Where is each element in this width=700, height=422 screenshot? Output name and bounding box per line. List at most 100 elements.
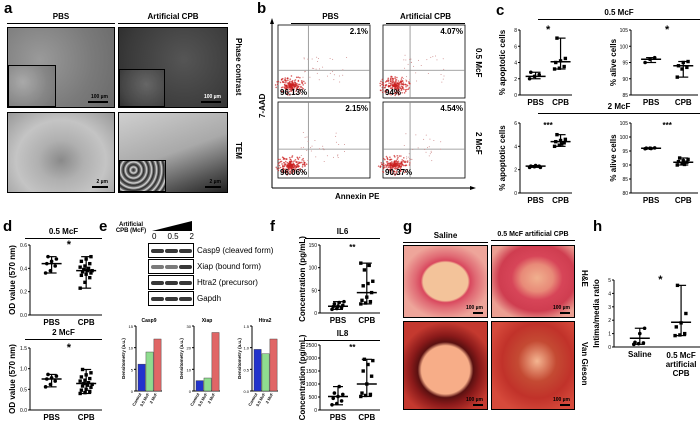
y-axis-label: Densitometry (a.u.) — [237, 338, 242, 379]
event-dot — [291, 155, 294, 157]
event-dot — [400, 83, 402, 86]
event-dot — [387, 162, 389, 165]
data-point — [557, 66, 562, 70]
data-point — [85, 268, 90, 273]
blot-label: Xiap (bound form) — [197, 262, 262, 271]
event-dot — [395, 165, 398, 167]
event-dot — [389, 164, 392, 167]
event-dot — [290, 166, 292, 169]
event-dot — [395, 162, 398, 165]
data-point — [675, 283, 680, 288]
event-dot — [404, 89, 407, 91]
event-dot — [402, 170, 405, 172]
data-point — [633, 340, 637, 345]
event-dot — [291, 86, 293, 89]
y-tick-label: 1.5 — [20, 346, 27, 352]
event-dot — [394, 168, 397, 170]
event-dot — [400, 161, 403, 163]
event-dot — [383, 167, 385, 169]
event-dot — [395, 171, 398, 174]
y-axis-label: % alive cells — [609, 38, 618, 86]
event-dot — [381, 81, 384, 84]
event-dot — [390, 171, 392, 173]
data-point — [46, 372, 50, 377]
data-point — [78, 265, 82, 269]
event-dot — [295, 76, 298, 79]
lower-left-percent: 96.06% — [280, 168, 307, 177]
event-dot — [401, 76, 403, 79]
x-tick-label: Control — [247, 392, 258, 407]
y-tick-label: 0.6 — [20, 243, 27, 249]
data-point — [88, 389, 92, 394]
data-point — [89, 385, 93, 389]
event-dot — [409, 78, 411, 80]
data-point — [78, 286, 82, 290]
event-dot — [407, 63, 409, 65]
event-dot — [304, 71, 306, 73]
event-dot — [317, 58, 319, 60]
data-point — [84, 257, 88, 261]
event-dot — [396, 170, 398, 173]
event-dot — [323, 160, 325, 162]
event-dot — [285, 88, 288, 91]
arrow-head — [470, 186, 476, 190]
event-dot — [282, 86, 284, 88]
event-dot — [342, 74, 344, 76]
event-dot — [302, 170, 304, 173]
event-dot — [403, 164, 405, 167]
event-dot — [289, 86, 292, 88]
y-tick-label: 2 — [514, 168, 517, 174]
blot-band — [165, 249, 178, 253]
event-dot — [443, 75, 445, 77]
event-dot — [398, 85, 400, 88]
plot-frame — [277, 101, 371, 179]
event-dot — [283, 162, 286, 164]
event-dot — [384, 91, 387, 94]
y-tick-label: 95 — [622, 149, 628, 155]
event-dot — [404, 54, 406, 56]
event-dot — [391, 87, 393, 90]
data-point — [676, 159, 681, 164]
panel-label-c: c — [496, 2, 505, 19]
event-dot — [290, 169, 293, 171]
data-point — [89, 371, 93, 375]
bar-control — [253, 349, 262, 392]
y-tick-label: 1500 — [306, 369, 317, 375]
event-dot — [387, 77, 390, 80]
event-dot — [408, 81, 410, 83]
y-tick-label: 95 — [622, 61, 628, 67]
event-dot — [432, 56, 434, 58]
data-point — [369, 374, 374, 378]
data-point — [79, 375, 84, 379]
data-point — [80, 270, 85, 274]
bar-0.5-mcf — [145, 351, 154, 392]
event-dot — [303, 58, 305, 60]
event-dot — [337, 157, 339, 159]
data-point — [360, 391, 364, 395]
data-point — [330, 307, 334, 312]
c-header-2-mcf: 2 McF — [538, 102, 700, 114]
event-dot — [402, 157, 405, 159]
chart-d1: 0.0 0.2 0.4 0.6OD value (570 nm) PBS CPB * — [8, 239, 102, 327]
event-dot — [381, 88, 384, 91]
event-dot — [401, 163, 404, 166]
event-dot — [386, 93, 389, 96]
event-dot — [391, 81, 394, 84]
event-dot — [393, 164, 396, 166]
data-point — [366, 281, 370, 286]
scale-bar — [92, 186, 108, 188]
data-point — [636, 341, 641, 346]
data-point — [533, 163, 538, 168]
significance-marker: *** — [663, 121, 673, 130]
event-dot — [393, 81, 395, 84]
event-dot — [389, 158, 392, 161]
event-dot — [410, 158, 412, 160]
event-dot — [296, 82, 298, 85]
event-dot — [304, 70, 306, 72]
event-dot — [276, 168, 278, 170]
data-point — [80, 367, 85, 372]
event-dot — [287, 79, 289, 82]
event-dot — [319, 68, 321, 70]
event-dot — [384, 158, 386, 161]
